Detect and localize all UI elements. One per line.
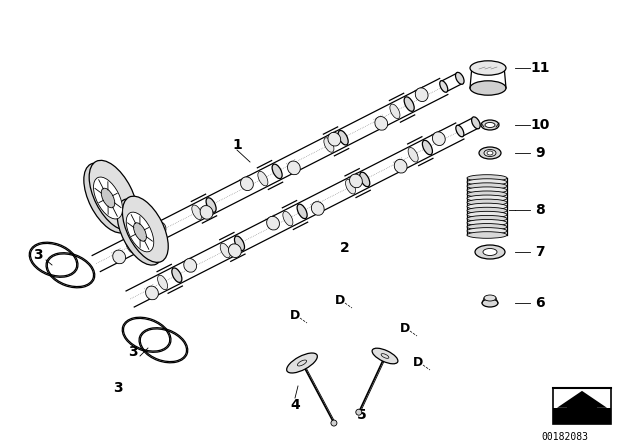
Ellipse shape: [287, 161, 300, 175]
Ellipse shape: [145, 286, 158, 300]
Ellipse shape: [117, 199, 163, 265]
Ellipse shape: [372, 348, 398, 364]
Ellipse shape: [297, 204, 307, 219]
Ellipse shape: [467, 228, 507, 234]
Ellipse shape: [433, 132, 445, 146]
Ellipse shape: [338, 130, 348, 145]
Ellipse shape: [192, 205, 202, 220]
Polygon shape: [557, 391, 607, 420]
Ellipse shape: [467, 199, 507, 206]
Text: D: D: [400, 322, 410, 335]
Ellipse shape: [394, 159, 407, 173]
Ellipse shape: [346, 180, 356, 194]
Ellipse shape: [360, 172, 370, 187]
Ellipse shape: [408, 147, 418, 162]
Ellipse shape: [475, 245, 505, 259]
Text: D: D: [335, 293, 345, 306]
Ellipse shape: [200, 206, 213, 219]
Ellipse shape: [267, 216, 280, 230]
Text: 1: 1: [232, 138, 242, 152]
Ellipse shape: [456, 72, 464, 84]
Ellipse shape: [134, 223, 147, 241]
Text: 3: 3: [33, 248, 43, 262]
Text: 5: 5: [357, 408, 367, 422]
Text: 2: 2: [340, 241, 350, 255]
Ellipse shape: [467, 207, 507, 214]
Ellipse shape: [467, 215, 507, 222]
Text: 11: 11: [531, 61, 550, 75]
Ellipse shape: [484, 295, 496, 301]
Ellipse shape: [287, 353, 317, 373]
Ellipse shape: [467, 232, 507, 238]
Ellipse shape: [228, 244, 241, 258]
Ellipse shape: [101, 188, 115, 208]
Ellipse shape: [89, 160, 138, 230]
Text: 10: 10: [531, 118, 550, 132]
Ellipse shape: [479, 147, 501, 159]
Ellipse shape: [415, 88, 428, 102]
Ellipse shape: [157, 275, 168, 290]
Ellipse shape: [206, 198, 216, 212]
Ellipse shape: [84, 163, 132, 233]
Ellipse shape: [349, 174, 362, 188]
Ellipse shape: [467, 220, 507, 226]
Ellipse shape: [324, 138, 334, 152]
Ellipse shape: [234, 236, 244, 250]
Text: 7: 7: [535, 245, 545, 259]
Text: 4: 4: [290, 398, 300, 412]
Text: D: D: [290, 309, 300, 322]
Ellipse shape: [483, 249, 497, 255]
Text: 8: 8: [535, 203, 545, 217]
Ellipse shape: [272, 164, 282, 179]
Circle shape: [331, 420, 337, 426]
Ellipse shape: [122, 196, 168, 263]
Text: 3: 3: [113, 381, 123, 395]
Ellipse shape: [241, 177, 253, 190]
Ellipse shape: [485, 122, 495, 128]
Ellipse shape: [328, 132, 340, 146]
Ellipse shape: [470, 81, 506, 95]
Ellipse shape: [220, 243, 230, 258]
Ellipse shape: [456, 125, 464, 137]
Text: 3: 3: [128, 345, 138, 359]
Ellipse shape: [390, 104, 400, 119]
Ellipse shape: [126, 212, 154, 252]
Ellipse shape: [283, 211, 293, 226]
Ellipse shape: [470, 61, 506, 75]
Ellipse shape: [467, 183, 507, 190]
Ellipse shape: [467, 191, 507, 198]
Bar: [553, 388, 611, 424]
Ellipse shape: [467, 195, 507, 202]
Ellipse shape: [472, 117, 480, 129]
Ellipse shape: [153, 221, 166, 235]
Ellipse shape: [481, 120, 499, 130]
Ellipse shape: [311, 202, 324, 215]
Ellipse shape: [126, 239, 136, 253]
Text: 6: 6: [535, 296, 545, 310]
Ellipse shape: [467, 224, 507, 230]
Ellipse shape: [422, 140, 433, 155]
Ellipse shape: [440, 81, 448, 92]
Circle shape: [356, 409, 362, 415]
Ellipse shape: [487, 151, 493, 155]
Ellipse shape: [467, 203, 507, 210]
Ellipse shape: [375, 116, 388, 130]
Ellipse shape: [467, 179, 507, 185]
Bar: [553, 408, 611, 424]
Ellipse shape: [258, 172, 268, 186]
Ellipse shape: [93, 177, 122, 219]
Ellipse shape: [172, 268, 182, 282]
Ellipse shape: [467, 175, 507, 181]
Ellipse shape: [184, 258, 196, 272]
Text: 00182083: 00182083: [541, 432, 589, 442]
Ellipse shape: [140, 231, 150, 246]
Text: 9: 9: [535, 146, 545, 160]
Ellipse shape: [484, 150, 496, 156]
Ellipse shape: [404, 97, 414, 112]
Ellipse shape: [467, 211, 507, 218]
Text: D: D: [413, 356, 423, 369]
Ellipse shape: [113, 250, 125, 264]
Ellipse shape: [482, 299, 498, 307]
Ellipse shape: [467, 187, 507, 194]
